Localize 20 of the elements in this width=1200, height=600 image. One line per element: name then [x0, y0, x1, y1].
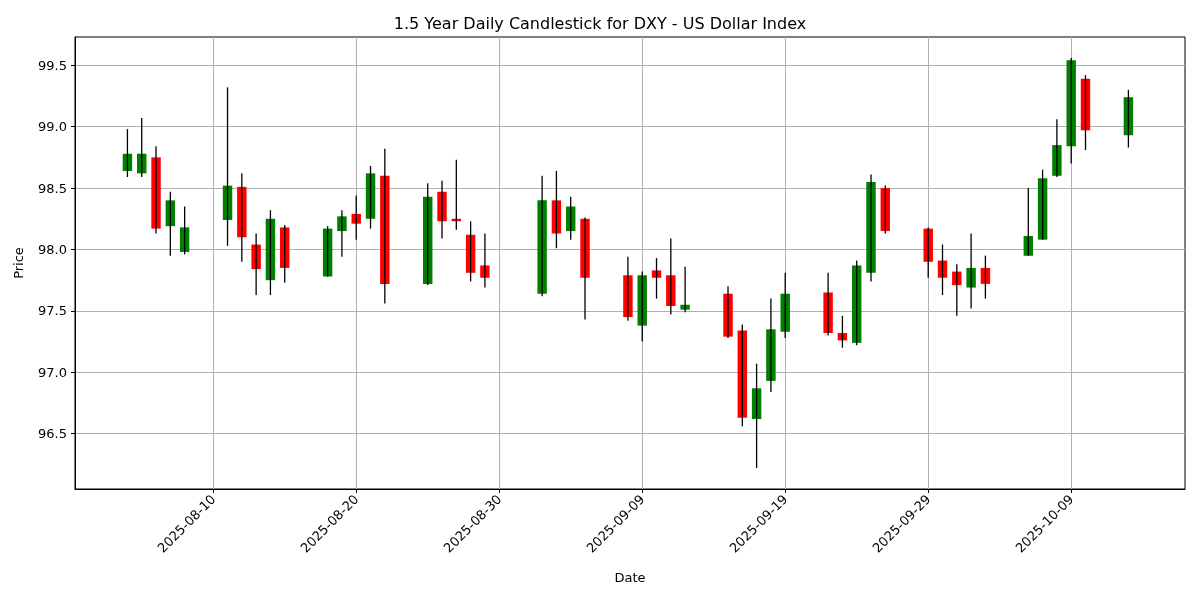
y-tick-label: 97.0: [38, 364, 67, 380]
candlestick: [380, 148, 390, 305]
candlestick: [480, 232, 490, 289]
candlestick: [651, 257, 662, 300]
candlestick: [1066, 57, 1076, 165]
y-axis-title: Price: [11, 247, 26, 279]
candlestick: [637, 270, 647, 343]
candlestick: [923, 226, 933, 279]
y-tick-label: 98.5: [38, 180, 67, 196]
x-axis-title: Date: [614, 570, 646, 585]
candlestick: [780, 272, 790, 339]
y-tick-label: 98.0: [38, 241, 67, 257]
y-tick-label: 97.5: [38, 303, 67, 319]
y-tick-label: 99.5: [38, 57, 67, 73]
chart-title: 1.5 Year Daily Candlestick for DXY - US Dollar Index: [393, 13, 807, 33]
candlestick: [237, 172, 247, 263]
candlestick: [952, 263, 962, 317]
y-tick-label: 96.5: [38, 426, 67, 442]
y-tick-label: 99.0: [38, 119, 67, 135]
candlestick: [666, 237, 676, 316]
